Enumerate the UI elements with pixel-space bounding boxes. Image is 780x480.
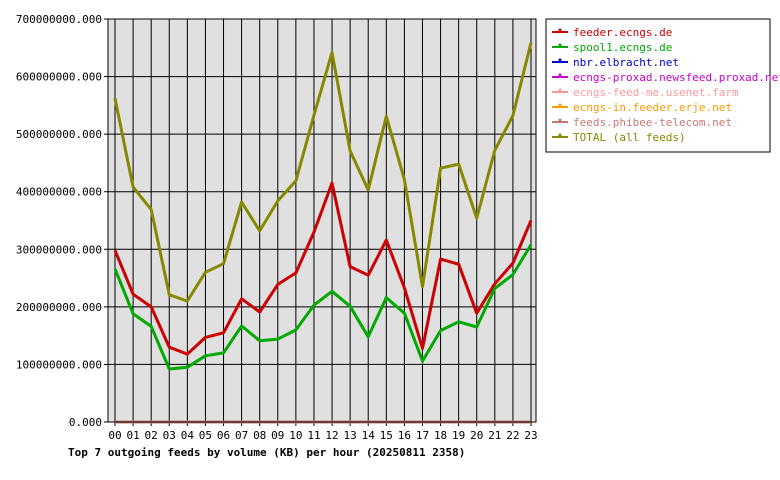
x-tick-label: 05: [199, 429, 212, 442]
x-tick-label: 17: [416, 429, 429, 442]
x-tick-label: 01: [126, 429, 139, 442]
x-tick-label: 18: [434, 429, 447, 442]
legend-marker: [558, 28, 562, 32]
legend-marker: [558, 118, 562, 122]
x-tick-label: 19: [452, 429, 465, 442]
y-tick-label: 0.000: [69, 416, 102, 429]
legend-label: feeds.phibee-telecom.net: [573, 116, 732, 129]
x-tick-label: 06: [217, 429, 230, 442]
x-tick-label: 07: [235, 429, 248, 442]
x-tick-label: 02: [145, 429, 158, 442]
legend-label: ecngs-feed-me.usenet.farm: [573, 86, 739, 99]
plot-background: [108, 19, 536, 422]
y-axis-ticks: 0.000 100000000.000 200000000.000 300000000…: [16, 13, 108, 429]
legend-label: spool1.ecngs.de: [573, 41, 672, 54]
x-tick-label: 20: [470, 429, 483, 442]
y-tick-label: 700000000.000: [16, 13, 102, 26]
x-tick-label: 12: [325, 429, 338, 442]
legend-marker: [558, 43, 562, 47]
y-tick-label: 600000000.000: [16, 71, 102, 84]
y-tick-label: 400000000.000: [16, 186, 102, 199]
x-tick-label: 13: [344, 429, 357, 442]
x-tick-label: 08: [253, 429, 266, 442]
y-tick-label: 300000000.000: [16, 243, 102, 256]
x-tick-label: 11: [307, 429, 320, 442]
x-tick-label: 16: [398, 429, 411, 442]
legend-label: ecngs-proxad.newsfeed.proxad.net: [573, 71, 780, 84]
x-tick-label: 10: [289, 429, 302, 442]
x-tick-label: 22: [506, 429, 519, 442]
x-tick-label: 21: [488, 429, 501, 442]
legend-marker: [558, 133, 562, 137]
y-tick-label: 200000000.000: [16, 301, 102, 314]
y-tick-label: 100000000.000: [16, 358, 102, 371]
x-tick-label: 09: [271, 429, 284, 442]
x-tick-label: 14: [362, 429, 376, 442]
x-tick-label: 15: [380, 429, 393, 442]
plot-frame: [107, 18, 537, 423]
legend-label: nbr.elbracht.net: [573, 56, 679, 69]
x-tick-label: 00: [108, 429, 121, 442]
x-tick-label: 23: [524, 429, 537, 442]
series-line-1: [113, 243, 533, 371]
legend-marker: [558, 58, 562, 62]
legend-label: TOTAL (all feeds): [573, 131, 686, 144]
legend-marker: [558, 73, 562, 77]
y-tick-label: 500000000.000: [16, 128, 102, 141]
series-line-0: [113, 181, 533, 356]
legend: feeder.ecngs.de spool1.ecngs.de nbr.elbrac…: [545, 18, 780, 153]
x-tick-label: 03: [163, 429, 176, 442]
chart-title: Top 7 outgoing feeds by volume (KB) per …: [68, 446, 465, 459]
x-tick-label: 04: [181, 429, 195, 442]
legend-label: ecngs-in.feeder.erje.net: [573, 101, 732, 114]
legend-label: feeder.ecngs.de: [573, 26, 672, 39]
series-line-7: [113, 42, 533, 303]
x-axis-ticks: 00 01 02 03 04 05 06 07 08 09 10 11 12 13 14 15 16 17 18 19…: [108, 422, 538, 442]
legend-box: [545, 18, 771, 153]
legend-marker: [558, 88, 562, 92]
legend-marker: [558, 103, 562, 107]
